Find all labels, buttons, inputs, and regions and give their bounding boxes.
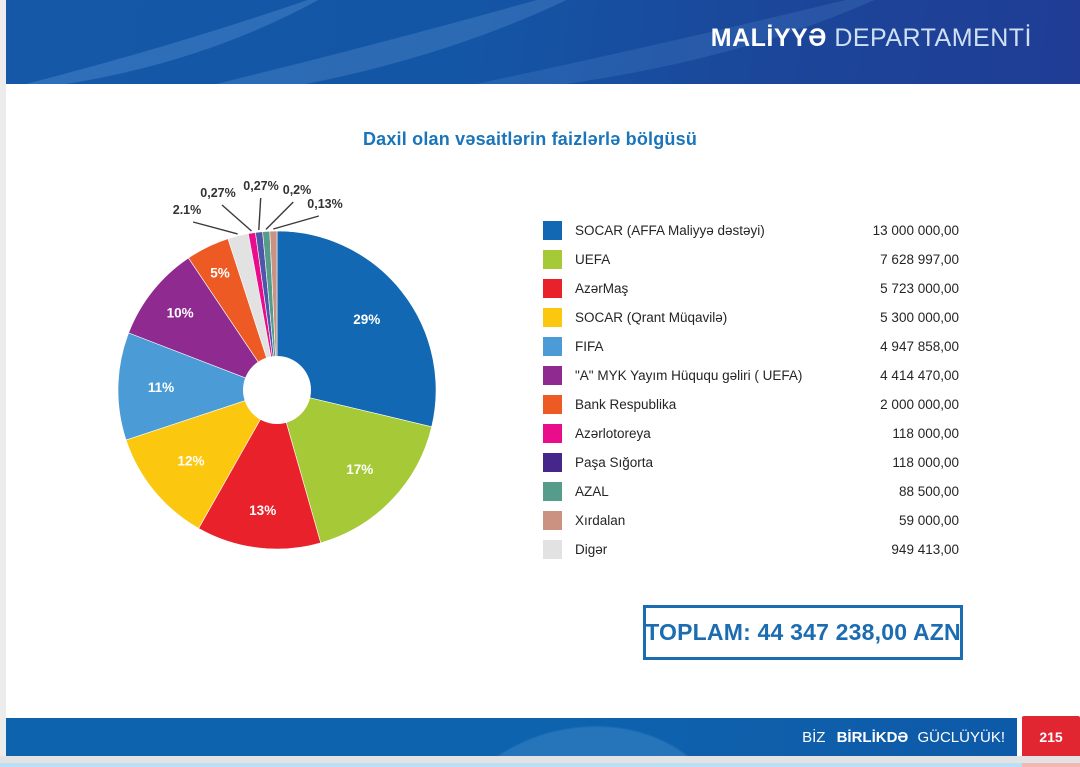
legend-label: AZAL xyxy=(575,484,609,500)
legend-swatch xyxy=(543,394,562,414)
legend-label: Xırdalan xyxy=(575,513,626,529)
legend-row: Azərlotoreya 118 000,00 xyxy=(543,423,959,445)
pie-slice-percent-label: 5% xyxy=(210,266,230,281)
legend-value: 13 000 000,00 xyxy=(872,222,959,238)
pie-slice-percent-label: 29% xyxy=(353,312,380,327)
legend-swatch xyxy=(543,482,562,502)
pie-callout-percent-label: 0,2% xyxy=(283,183,312,197)
legend-value: 4 947 858,00 xyxy=(880,338,959,354)
pie-donut-hole xyxy=(243,356,311,424)
legend-row: AZAL 88 500,00 xyxy=(543,481,959,503)
legend-value: 88 500,00 xyxy=(898,484,959,500)
legend-value: 7 628 997,00 xyxy=(880,251,959,267)
pie-slice-percent-label: 12% xyxy=(177,454,204,469)
legend-value: 118 000,00 xyxy=(892,426,959,442)
legend-row: Digər 949 413,00 xyxy=(543,539,959,561)
pie-slice xyxy=(117,332,278,441)
legend-label: FIFA xyxy=(575,338,604,354)
legend-row: Xırdalan 59 000,00 xyxy=(543,510,959,532)
legend-label: SOCAR (AFFA Maliyyə dəstəyi) xyxy=(575,222,765,238)
legend-swatch xyxy=(543,540,562,560)
pie-slice xyxy=(269,230,278,391)
legend-label: Bank Respublika xyxy=(575,396,677,412)
pie-slice xyxy=(125,389,278,529)
pie-slice-percent-label: 17% xyxy=(346,462,373,477)
header-banner: MALİYYƏ DEPARTAMENTİ xyxy=(6,0,1080,84)
legend-value: 949 413,00 xyxy=(891,542,959,558)
chart-legend: SOCAR (AFFA Maliyyə dəstəyi) 13 000 000,0… xyxy=(543,219,959,561)
pie-slice-percent-label: 13% xyxy=(249,503,276,518)
legend-swatch xyxy=(543,453,562,473)
legend-value: 5 300 000,00 xyxy=(880,309,959,325)
legend-row: SOCAR (AFFA Maliyyə dəstəyi) 13 000 000,0… xyxy=(543,219,959,241)
pie-callout-percent-label: 2.1% xyxy=(173,203,202,217)
legend-swatch xyxy=(543,424,562,444)
chart-title: Daxil olan vəsaitlərin faizlərlə bölgüsü xyxy=(362,129,698,149)
pie-callout-percent-label: 0,27% xyxy=(243,179,278,193)
page-number-badge: 215 xyxy=(1022,716,1080,758)
pie-slice xyxy=(198,389,322,550)
department-title-bold: MALİYYƏ xyxy=(710,24,827,52)
legend-swatch xyxy=(543,249,562,269)
pie-callout-line xyxy=(258,197,262,231)
pie-chart: 29% 17% 13% 12% 11% 10% 5% 2.1% 0,27% 0,27% 0,2% 0,… xyxy=(60,170,520,590)
legend-label: "A" MYK Yayım Hüququ gəliri ( UEFA) xyxy=(575,367,803,383)
legend-swatch xyxy=(543,511,562,531)
pie-callout-percent-label: 0,27% xyxy=(200,186,235,200)
legend-swatch xyxy=(543,365,562,385)
pie-slice xyxy=(276,230,437,428)
legend-row: UEFA 7 628 997,00 xyxy=(543,248,959,270)
pie-callout-line xyxy=(273,215,319,230)
total-box: TOPLAM: 44 347 238,00 AZN xyxy=(643,605,963,660)
legend-swatch xyxy=(543,278,562,298)
pie-slice xyxy=(276,389,433,544)
page-number: 215 xyxy=(1039,729,1063,745)
legend-row: FIFA 4 947 858,00 xyxy=(543,335,959,357)
legend-swatch xyxy=(543,336,562,356)
pie-slice xyxy=(128,257,278,391)
legend-value: 59 000,00 xyxy=(898,513,959,529)
pie-callout-line xyxy=(192,221,238,235)
page-edge-gutter xyxy=(0,0,6,767)
legend-label: Digər xyxy=(575,542,608,558)
legend-label: UEFA xyxy=(575,251,611,267)
legend-label: SOCAR (Qrant Müqavilə) xyxy=(575,309,728,325)
legend-label: Azərlotoreya xyxy=(575,426,651,442)
legend-value: 118 000,00 xyxy=(892,455,959,471)
legend-swatch xyxy=(543,220,562,240)
legend-row: Paşa Sığorta 118 000,00 xyxy=(543,452,959,474)
pie-chart-svg: 29% 17% 13% 12% 11% 10% 5% 2.1% 0,27% 0,27% 0,2%0,… xyxy=(117,179,437,550)
legend-label: AzərMaş xyxy=(575,280,629,296)
pie-callout-line xyxy=(221,204,252,232)
legend-value: 2 000 000,00 xyxy=(880,396,959,412)
legend-row: AzərMaş 5 723 000,00 xyxy=(543,277,959,299)
footer-banner: BİZ BİRLİKDƏ GÜCLÜYÜK! xyxy=(6,718,1017,756)
legend-swatch xyxy=(543,307,562,327)
bottom-gray-strip xyxy=(0,756,1080,763)
pie-callout-line xyxy=(265,201,294,230)
legend-row: SOCAR (Qrant Müqavilə) 5 300 000,00 xyxy=(543,306,959,328)
department-title: MALİYYƏ DEPARTAMENTİ xyxy=(711,24,1032,53)
legend-label: Paşa Sığorta xyxy=(575,455,654,471)
legend-row: "A" MYK Yayım Hüququ gəliri ( UEFA) 4 414… xyxy=(543,364,959,386)
bottom-pink-strip xyxy=(1022,763,1080,767)
legend-row: Bank Respublika 2 000 000,00 xyxy=(543,393,959,415)
pie-slice-percent-label: 10% xyxy=(167,306,194,321)
footer-slogan-pre: BİZ xyxy=(802,728,826,746)
header-swoosh-graphic xyxy=(26,0,875,84)
pie-callout-percent-label: 0,13% xyxy=(307,197,342,211)
total-label: TOPLAM: 44 347 238,00 AZN xyxy=(645,619,961,645)
footer-slogan-post: GÜCLÜYÜK! xyxy=(917,728,1005,746)
footer-slogan: BİZ BİRLİKDƏ GÜCLÜYÜK! xyxy=(802,729,1017,746)
footer-swoosh-graphic xyxy=(476,718,756,756)
bottom-blue-strip xyxy=(0,763,1080,767)
pie-slice-percent-label: 11% xyxy=(148,380,174,395)
footer-slogan-bold: BİRLİKDƏ xyxy=(836,728,909,746)
legend-value: 4 414 470,00 xyxy=(880,367,959,383)
legend-value: 5 723 000,00 xyxy=(880,280,959,296)
department-title-light: DEPARTAMENTİ xyxy=(834,24,1032,52)
